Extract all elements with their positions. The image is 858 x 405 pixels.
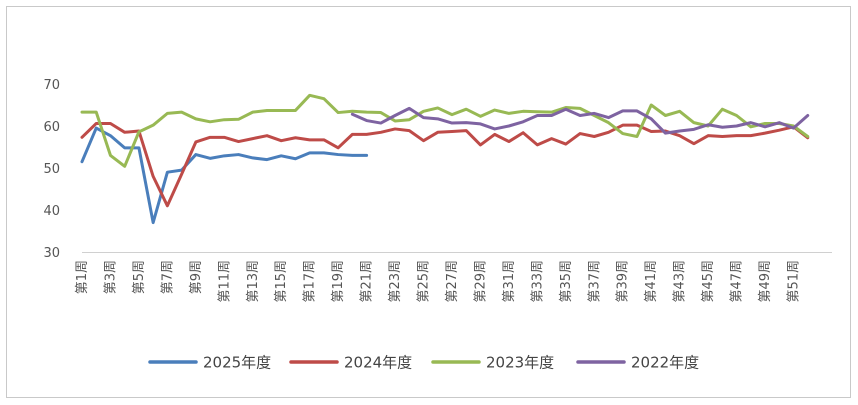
x-tick-label: 第35周: [559, 260, 574, 303]
legend-item: 2024年度: [289, 354, 412, 372]
legend: 2025年度 2024年度 2023年度 2022年度: [148, 354, 699, 372]
chart-frame: [6, 6, 851, 398]
x-tick-label: 第49周: [758, 260, 773, 303]
x-tick-label: 第17周: [303, 260, 318, 303]
legend-label: 2025年度: [203, 354, 271, 372]
y-tick-label: 70: [43, 78, 60, 93]
x-tick-label: 第9周: [189, 260, 204, 294]
x-tick-label: 第5周: [132, 260, 147, 294]
x-tick-label: 第7周: [160, 260, 175, 294]
y-tick-label: 60: [43, 120, 60, 135]
series-lines: [80, 93, 810, 225]
legend-item: 2022年度: [576, 354, 699, 372]
x-tick-label: 第43周: [673, 260, 688, 303]
series-line-2022年度: [350, 106, 810, 135]
x-tick-label: 第11周: [217, 260, 232, 303]
x-tick-label: 第19周: [331, 260, 346, 303]
x-tick-label: 第3周: [103, 260, 118, 294]
legend-label: 2023年度: [486, 354, 554, 372]
x-tick-label: 第33周: [530, 260, 545, 303]
y-axis: 30 40 50 60 70: [43, 78, 60, 261]
x-tick-label: 第45周: [701, 260, 716, 303]
series-line-2024年度: [80, 121, 810, 208]
x-tick-label: 第31周: [502, 260, 517, 303]
y-tick-label: 40: [43, 204, 60, 219]
legend-item: 2023年度: [431, 354, 554, 372]
x-tick-label: 第41周: [644, 260, 659, 303]
series-line-2023年度: [80, 93, 810, 168]
x-tick-label: 第37周: [587, 260, 602, 303]
x-axis: 第1周 第3周 第5周 第7周 第9周 第11周 第13周 第15周 第17周 第19周 第21周第…: [75, 252, 832, 303]
legend-label: 2024年度: [344, 354, 412, 372]
x-tick-label: 第15周: [274, 260, 289, 303]
x-tick-label: 第21周: [360, 260, 375, 303]
y-tick-label: 50: [43, 162, 60, 177]
y-tick-label: 30: [43, 246, 60, 261]
legend-item: 2025年度: [148, 354, 271, 372]
x-tick-label: 第1周: [75, 260, 90, 294]
x-tick-label: 第23周: [388, 260, 403, 303]
x-tick-label: 第27周: [445, 260, 460, 303]
x-tick-label: 第39周: [616, 260, 631, 303]
x-tick-label: 第51周: [787, 260, 802, 303]
x-tick-label: 第47周: [730, 260, 745, 303]
x-tick-label: 第25周: [417, 260, 432, 303]
legend-label: 2022年度: [631, 354, 699, 372]
x-tick-label: 第13周: [246, 260, 261, 303]
x-tick-label: 第29周: [473, 260, 488, 303]
series-line-2025年度: [80, 126, 369, 225]
